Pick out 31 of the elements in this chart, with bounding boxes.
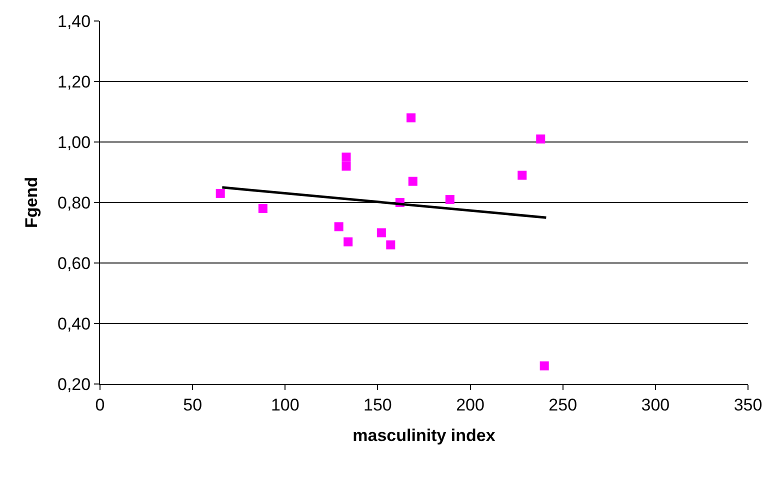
point — [334, 222, 344, 232]
y-tick-label: 0,60 — [58, 254, 91, 273]
x-tick-label: 300 — [641, 395, 670, 414]
point — [344, 237, 353, 246]
x-tick-label: 350 — [734, 395, 762, 414]
point — [376, 228, 386, 238]
y-tick-label: 1,20 — [58, 72, 91, 92]
point — [540, 361, 549, 370]
x-tick-label: 150 — [364, 395, 392, 414]
y-tick-label: 0,20 — [58, 374, 91, 394]
point — [536, 134, 546, 144]
point — [216, 188, 225, 198]
y-axis-title: Fgend — [22, 177, 42, 228]
point — [342, 152, 351, 162]
x-axis-title: masculinity index — [352, 426, 496, 445]
x-tick-label: 0 — [95, 395, 105, 414]
point — [342, 162, 351, 171]
point — [258, 204, 268, 214]
y-tick-label: 0,40 — [58, 314, 91, 334]
y-tick-label: 0,80 — [58, 193, 91, 212]
y-tick-label: 1,00 — [58, 132, 91, 152]
point — [386, 240, 396, 250]
point — [406, 113, 416, 122]
x-tick-label: 100 — [270, 395, 300, 414]
x-tick-label: 200 — [456, 395, 484, 414]
y-tick-label: 1,40 — [58, 12, 91, 31]
point — [518, 170, 527, 180]
point — [445, 194, 454, 204]
point — [408, 176, 418, 186]
x-tick-label: 250 — [548, 395, 578, 414]
x-tick-label: 50 — [183, 395, 202, 414]
